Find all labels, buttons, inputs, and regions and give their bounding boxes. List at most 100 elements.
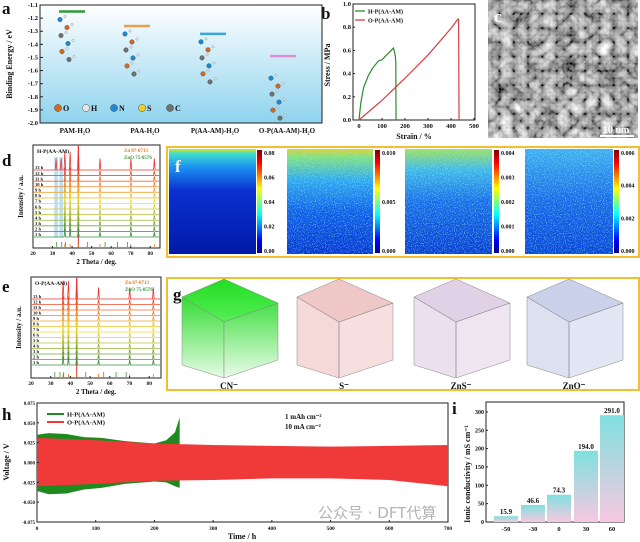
panel-f-frame bbox=[166, 146, 640, 258]
heatmap-noise bbox=[405, 149, 492, 254]
atom-icon bbox=[270, 107, 276, 113]
trace-label: 8 h bbox=[35, 193, 41, 198]
atom-icon bbox=[129, 39, 135, 45]
condition-annotation: 1 mAh cm⁻² bbox=[285, 413, 322, 421]
x-tick-label: 200 bbox=[400, 123, 410, 130]
colorbar-tick-label: 0.000 bbox=[621, 249, 635, 255]
legend-atom-s-icon bbox=[138, 104, 146, 112]
reference-label: ZnO 75-0576 bbox=[125, 288, 153, 293]
legend-label: N bbox=[119, 104, 125, 113]
panel-c-sem-image: c 10 um bbox=[488, 0, 638, 138]
y-tick-label: -0.025 bbox=[22, 481, 35, 486]
x-tick-label: 40 bbox=[69, 251, 75, 257]
atom-icon bbox=[277, 115, 283, 121]
legend-atom-n-icon bbox=[110, 104, 118, 112]
x-axis-label: Time / h bbox=[228, 532, 257, 541]
y-tick-label: 0.000 bbox=[24, 462, 36, 467]
cube-right-face bbox=[568, 302, 624, 379]
reference-label: Zn 87-0713 bbox=[124, 149, 149, 154]
plot-area bbox=[39, 4, 323, 124]
trace-label: 3 h bbox=[33, 349, 39, 354]
trace-label: 2 h bbox=[33, 355, 39, 360]
x-tick-label: -30 bbox=[529, 526, 538, 533]
y-tick-label: 200 bbox=[475, 447, 484, 453]
y-tick-label: -1.9 bbox=[28, 107, 39, 114]
hydrogen-atom-icon bbox=[137, 69, 141, 73]
colorbar-tick-label: 0.08 bbox=[264, 151, 275, 157]
y-tick-label: 0.075 bbox=[24, 402, 36, 407]
bar-0 bbox=[494, 516, 518, 522]
y-tick-label: 0.0 bbox=[343, 117, 351, 124]
y-tick-label: -0.075 bbox=[22, 521, 35, 526]
atom-icon bbox=[207, 79, 213, 85]
hydrogen-atom-icon bbox=[128, 29, 132, 33]
trace-label: 13 h bbox=[35, 165, 44, 170]
trace-label: 9 h bbox=[35, 188, 41, 193]
trace-label: 10 h bbox=[35, 182, 44, 187]
colorbar-tick-label: 0.010 bbox=[382, 151, 396, 157]
y-tick-label: 250 bbox=[475, 428, 484, 434]
hydrogen-atom-icon bbox=[275, 89, 279, 93]
hydrogen-atom-icon bbox=[274, 73, 278, 77]
x-tick-label: 0 bbox=[36, 526, 39, 532]
trace-label: 11 h bbox=[33, 305, 41, 310]
panel-h-voltage-profile: H-P(AA-AM)O-P(AA-AM) 0 100 200 300 400 500 600 7… bbox=[2, 402, 452, 541]
legend-label: C bbox=[175, 104, 181, 113]
x-tick-label: 80 bbox=[147, 251, 153, 257]
highlight-band bbox=[59, 157, 63, 237]
x-tick-label: 300 bbox=[209, 526, 218, 532]
atom-icon bbox=[206, 63, 212, 69]
colorbar-tick-label: 0.000 bbox=[382, 249, 396, 255]
xrd-trace bbox=[32, 318, 160, 327]
x-tick-label: 20 bbox=[30, 251, 36, 257]
category-label: P(AA-AM)-H₂O bbox=[191, 127, 240, 135]
trace-label: 4 h bbox=[35, 215, 41, 220]
hydrogen-atom-icon bbox=[204, 37, 208, 41]
panel-g-frame bbox=[166, 277, 640, 391]
cube-label: ZnS⁻ bbox=[451, 381, 472, 391]
x-tick-label: 60 bbox=[609, 526, 616, 533]
trace-label: 8 h bbox=[33, 322, 39, 327]
xrd-trace bbox=[34, 206, 159, 216]
atom-icon bbox=[275, 83, 281, 89]
trace-label: 2 h bbox=[35, 227, 41, 232]
y-tick-label: 0.4 bbox=[343, 71, 352, 78]
xrd-trace bbox=[34, 167, 159, 176]
y-tick-label: -1.4 bbox=[28, 41, 39, 48]
atom-icon bbox=[268, 75, 274, 81]
xrd-trace bbox=[32, 296, 160, 305]
condition-annotation: 10 mA cm⁻² bbox=[285, 423, 321, 431]
x-tick-label: 60 bbox=[107, 381, 113, 387]
colorbar-tick-label: 0.000 bbox=[501, 249, 515, 255]
xrd-trace bbox=[32, 345, 160, 355]
legend-atom-h-icon bbox=[82, 104, 90, 112]
panel-label-h: h bbox=[2, 405, 12, 424]
xrd-trace bbox=[32, 276, 160, 300]
y-tick-label: -2.0 bbox=[28, 120, 38, 127]
category-label: PAA-H₂O bbox=[130, 127, 160, 135]
plot-area bbox=[30, 276, 162, 379]
panel-i-ionic-conductivity: 15.9 -50 46.6 -30 74.3 0 194.0 30 291.0 60 0 50 100 1… bbox=[463, 401, 625, 533]
atom-icon bbox=[123, 47, 129, 53]
panel-label-g: g bbox=[173, 285, 182, 304]
xrd-trace bbox=[34, 178, 159, 188]
y-tick-label: 0 bbox=[481, 520, 484, 526]
cube-label: S⁻ bbox=[339, 381, 349, 391]
colorbar bbox=[614, 150, 619, 253]
x-tick-label: 100 bbox=[92, 526, 101, 532]
x-tick-label: 30 bbox=[50, 251, 56, 257]
cube-2 bbox=[413, 278, 511, 379]
trace-label: 12 h bbox=[35, 171, 44, 176]
bar-1 bbox=[521, 504, 545, 522]
series-line-0 bbox=[358, 46, 397, 121]
hydrogen-atom-icon bbox=[136, 53, 140, 57]
x-axis-label: 2 Theta / deg. bbox=[76, 258, 117, 266]
bar-value-label: 74.3 bbox=[553, 487, 566, 495]
voltage-band-1 bbox=[37, 437, 448, 487]
hydrogen-atom-icon bbox=[129, 45, 133, 49]
y-tick-label: 300 bbox=[475, 410, 484, 416]
y-tick-label: 0.2 bbox=[343, 94, 351, 101]
colorbar-tick-label: 0.04 bbox=[264, 200, 275, 206]
trace-label: 11 h bbox=[35, 176, 43, 181]
trace-label: 1 h bbox=[35, 232, 41, 237]
